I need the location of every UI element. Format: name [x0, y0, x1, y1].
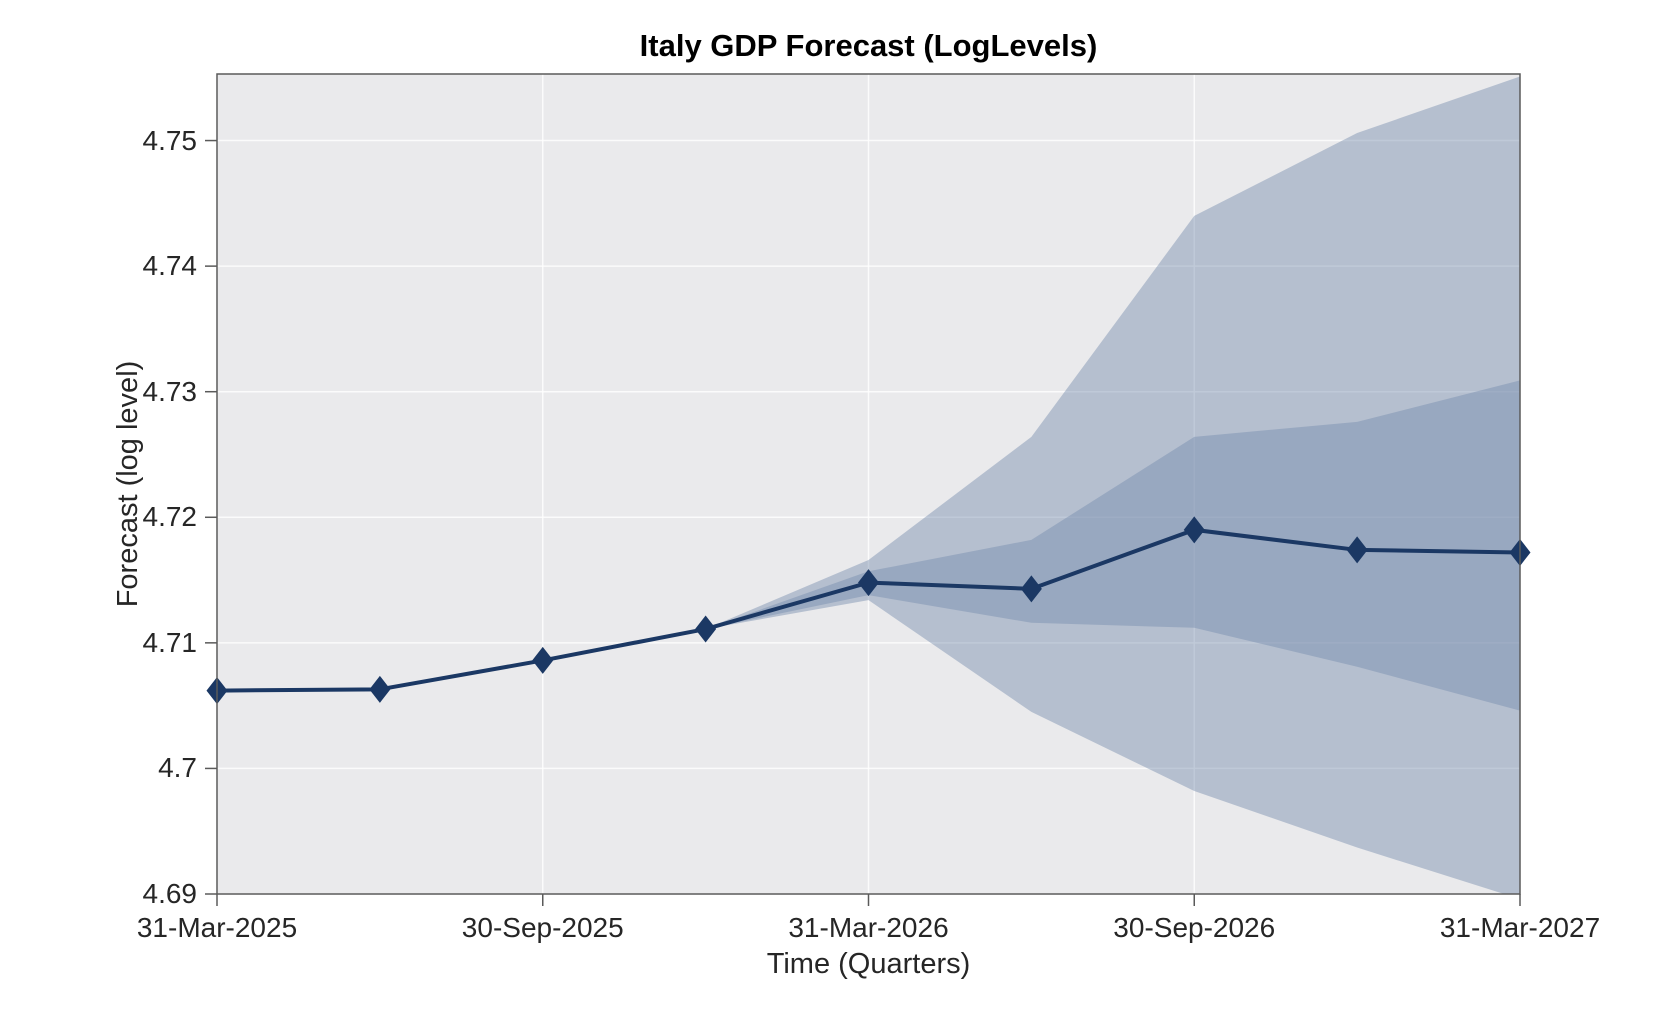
forecast-marker	[1183, 516, 1205, 544]
y-tick-label: 4.71	[142, 626, 198, 658]
x-tick-label: 31-Mar-2025	[136, 912, 298, 943]
forecast-marker	[1346, 536, 1368, 564]
y-tick-label: 4.75	[142, 124, 198, 156]
y-axis-title: Forecast (log level)	[112, 360, 144, 608]
forecast-marker	[695, 615, 717, 643]
axis-ticks	[205, 139, 1521, 906]
inner-confidence-band	[705, 380, 1520, 711]
y-tick-label: 4.74	[142, 250, 198, 282]
forecast-marker	[532, 646, 554, 674]
y-tick-label: 4.72	[142, 501, 198, 533]
x-tick-label: 30-Sep-2025	[461, 912, 624, 943]
forecast-marker	[858, 569, 879, 597]
y-tick-label: 4.69	[142, 878, 198, 909]
x-tick-label: 30-Sep-2026	[1113, 912, 1276, 943]
forecast-marker	[369, 675, 391, 703]
y-tick-label: 4.7	[158, 752, 197, 784]
x-axis-title: Time (Quarters)	[766, 948, 971, 980]
x-tick-label: 31-Mar-2026	[788, 912, 949, 943]
grid	[216, 74, 1521, 895]
x-tick-label: 31-Mar-2027	[1439, 912, 1601, 943]
chart-title: Italy GDP Forecast (LogLevels)	[639, 28, 1098, 63]
y-tick-label: 4.73	[142, 375, 198, 407]
outer-confidence-band	[705, 76, 1520, 894]
forecast-line-group	[206, 516, 1531, 705]
forecast-marker	[1020, 575, 1042, 603]
